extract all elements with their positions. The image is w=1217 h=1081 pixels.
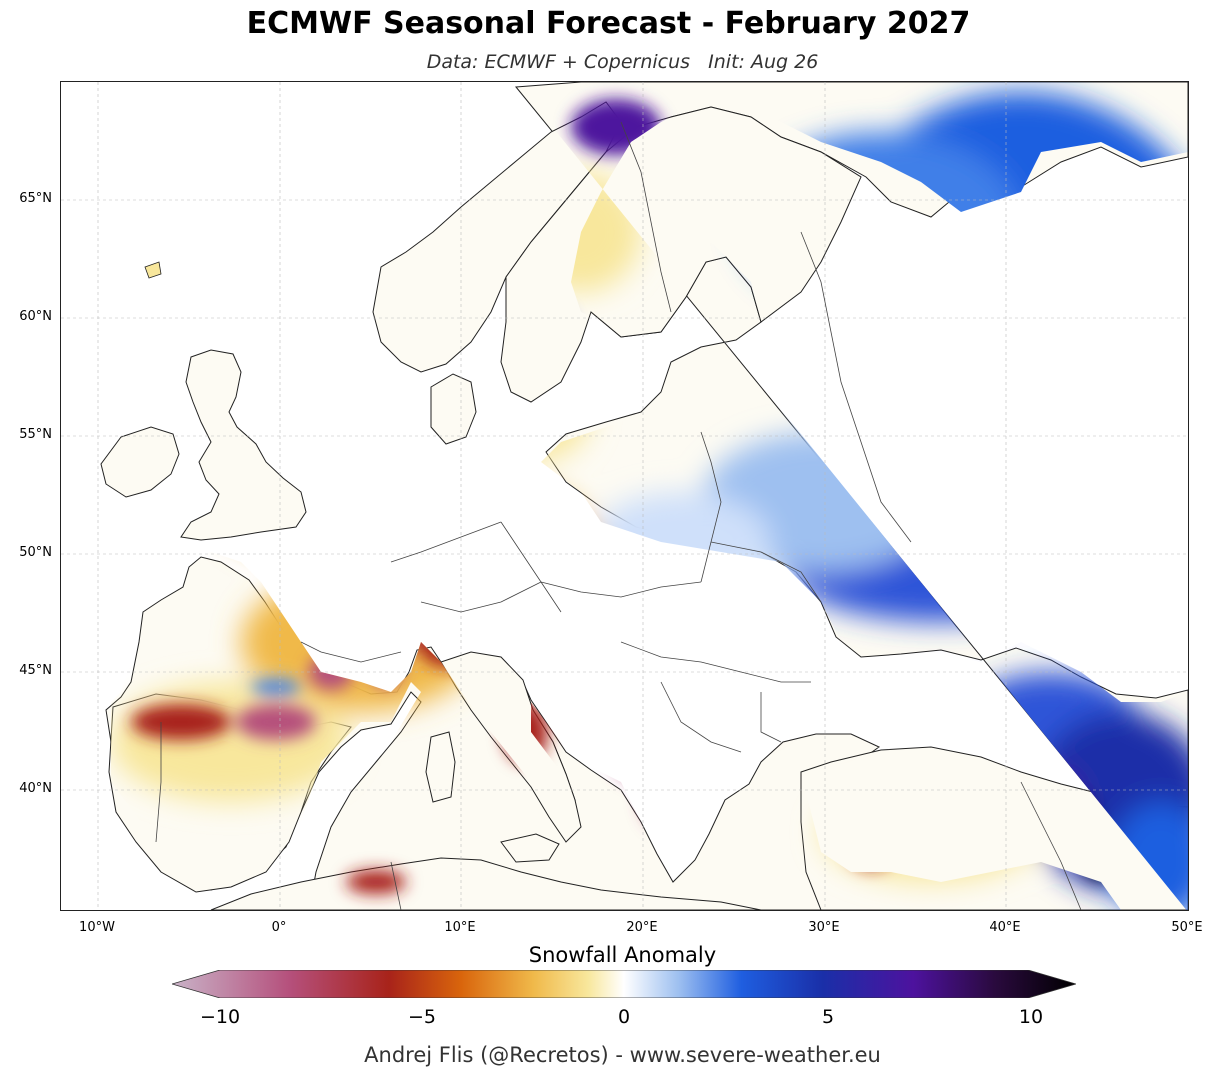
sicily bbox=[500, 833, 560, 863]
colorbar-tick-0: 0 bbox=[617, 1006, 631, 1028]
border-slovakia bbox=[540, 581, 702, 598]
lon-label-20e: 20°E bbox=[626, 920, 658, 935]
border-sweden-finland bbox=[620, 121, 672, 313]
great-britain bbox=[180, 349, 307, 541]
border-serbia-bulgaria bbox=[660, 681, 742, 753]
lon-label-30e: 30°E bbox=[808, 920, 840, 935]
border-spain-portugal bbox=[155, 722, 162, 843]
map-title: ECMWF Seasonal Forecast - February 2027 bbox=[246, 6, 971, 41]
anomaly-atlas bbox=[346, 870, 406, 894]
border-ukraine-north bbox=[710, 541, 822, 603]
lon-label-40e: 40°E bbox=[989, 920, 1021, 935]
lat-label-65n: 65°N bbox=[19, 191, 52, 206]
colorbar bbox=[172, 970, 1076, 998]
border-benelux bbox=[390, 521, 502, 563]
snowfall-anomaly-map bbox=[61, 82, 1188, 910]
denmark bbox=[430, 373, 477, 445]
border-france-switzerland bbox=[300, 641, 402, 663]
lat-label-55n: 55°N bbox=[19, 427, 52, 442]
sardinia bbox=[425, 731, 456, 803]
border-russia-west bbox=[800, 231, 912, 543]
border-germany-poland bbox=[500, 521, 562, 613]
ireland bbox=[100, 426, 180, 498]
north-africa bbox=[210, 857, 762, 910]
lat-label-50n: 50°N bbox=[19, 545, 52, 560]
colorbar-tick-minus5: −5 bbox=[407, 1006, 436, 1028]
graticule bbox=[61, 82, 1188, 910]
map-subtitle: Data: ECMWF + Copernicus Init: Aug 26 bbox=[426, 51, 819, 73]
author-credit: Andrej Flis (@Recretos) - www.severe-wea… bbox=[364, 1043, 881, 1067]
lon-label-0: 0° bbox=[271, 920, 287, 935]
colorbar-gradient bbox=[172, 970, 1076, 998]
lon-label-10e: 10°E bbox=[444, 920, 476, 935]
lon-label-50e: 50°E bbox=[1171, 920, 1203, 935]
anomaly-pyrenees-blue bbox=[251, 679, 301, 695]
border-bulgaria bbox=[760, 692, 782, 743]
colorbar-tick-5: 5 bbox=[821, 1006, 835, 1028]
faroe-islands bbox=[144, 261, 162, 279]
border-turkey-iran bbox=[1020, 781, 1082, 910]
border-poland-belarus bbox=[700, 431, 722, 583]
anomaly-cantabria bbox=[131, 704, 231, 740]
border-algeria-tunisia bbox=[390, 861, 402, 910]
border-romania bbox=[620, 641, 811, 683]
colorbar-title: Snowfall Anomaly bbox=[528, 943, 717, 967]
italy bbox=[440, 651, 582, 843]
lat-label-60n: 60°N bbox=[19, 309, 52, 324]
lat-label-40n: 40°N bbox=[19, 781, 52, 796]
country-borders bbox=[155, 121, 1082, 910]
lon-label-10w: 10°W bbox=[79, 920, 115, 935]
anomaly-pyrenees bbox=[236, 704, 316, 740]
colorbar-tick-minus10: −10 bbox=[199, 1006, 241, 1028]
colorbar-tick-10: 10 bbox=[1018, 1006, 1044, 1028]
border-germany-austria bbox=[420, 581, 542, 613]
lat-label-45n: 45°N bbox=[19, 663, 52, 678]
map-panel bbox=[60, 81, 1189, 911]
